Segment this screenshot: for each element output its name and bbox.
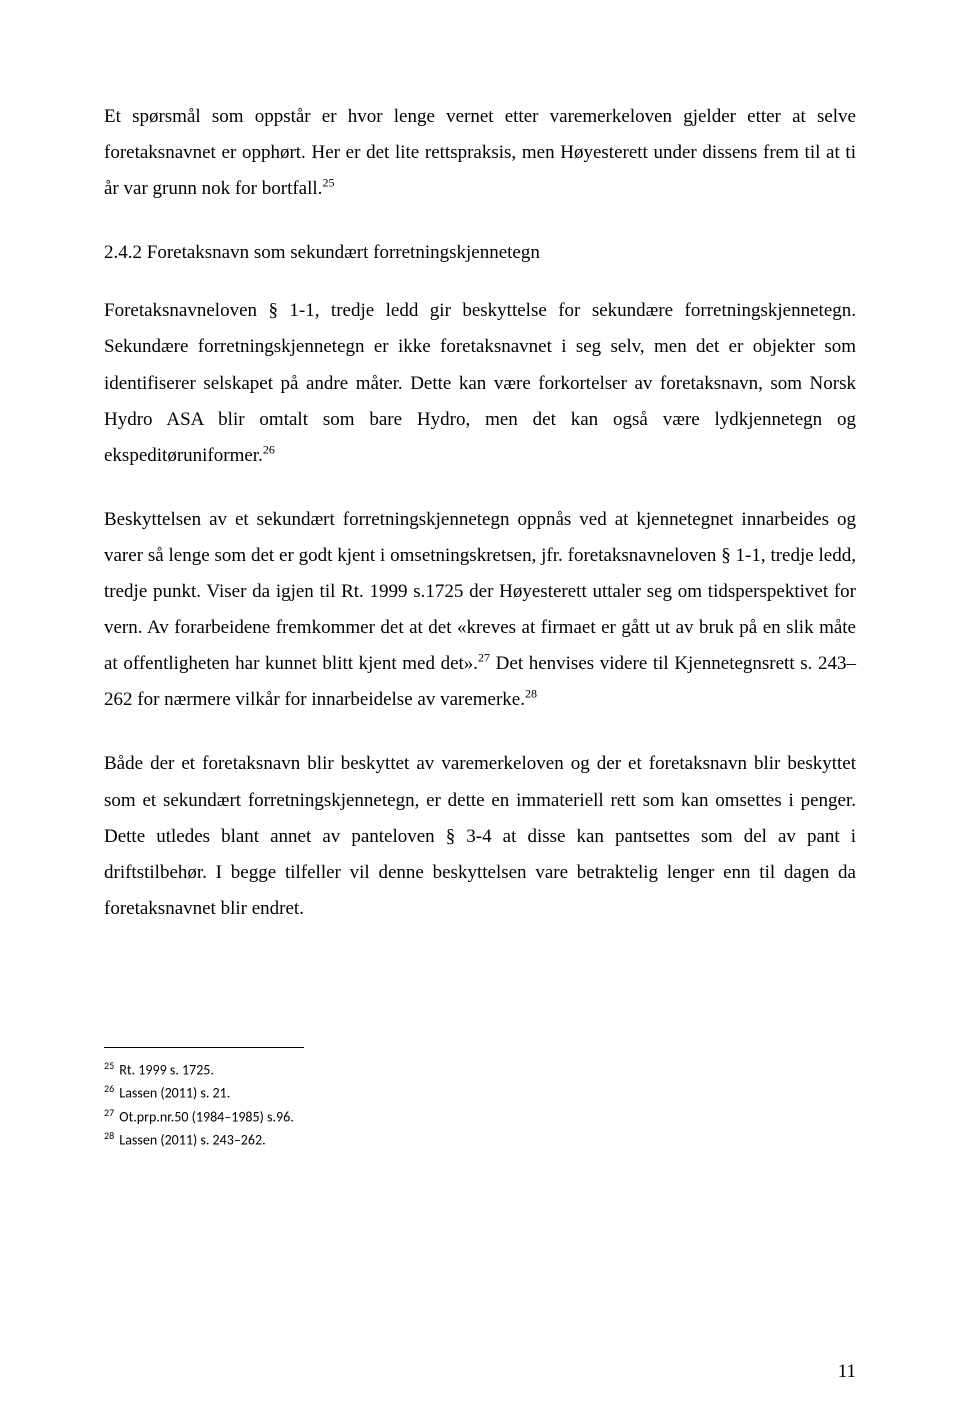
footnote-27: 27 Ot.prp.nr.50 (1984–1985) s.96. <box>104 1105 856 1128</box>
paragraph-2-text: Foretaksnavneloven § 1-1, tredje ledd gi… <box>104 300 856 465</box>
footnote-ref-25: 25 <box>322 176 334 190</box>
paragraph-1-text: Et spørsmål som oppstår er hvor lenge ve… <box>104 106 856 199</box>
footnote-25-num: 25 <box>104 1059 114 1072</box>
footnote-ref-27: 27 <box>478 651 490 665</box>
footnote-26-num: 26 <box>104 1082 114 1095</box>
footnote-25: 25 Rt. 1999 s. 1725. <box>104 1058 856 1081</box>
footnote-28-num: 28 <box>104 1129 114 1142</box>
paragraph-4: Både der et foretaksnavn blir beskyttet … <box>104 746 856 926</box>
paragraph-3-text-1: Beskyttelsen av et sekundært forretnings… <box>104 509 856 674</box>
footnote-separator <box>104 1047 304 1048</box>
document-page: Et spørsmål som oppstår er hvor lenge ve… <box>0 0 960 1423</box>
footnote-27-num: 27 <box>104 1106 114 1119</box>
footnote-ref-26: 26 <box>263 442 275 456</box>
footnote-28-text: Lassen (2011) s. 243–262. <box>116 1132 266 1149</box>
footnote-26-text: Lassen (2011) s. 21. <box>116 1085 230 1102</box>
section-heading: 2.4.2 Foretaksnavn som sekundært forretn… <box>104 235 856 271</box>
footnote-28: 28 Lassen (2011) s. 243–262. <box>104 1128 856 1151</box>
footnote-27-text: Ot.prp.nr.50 (1984–1985) s.96. <box>116 1108 294 1125</box>
paragraph-1: Et spørsmål som oppstår er hvor lenge ve… <box>104 99 856 207</box>
footnote-26: 26 Lassen (2011) s. 21. <box>104 1081 856 1104</box>
page-number: 11 <box>838 1361 856 1383</box>
footnote-25-text: Rt. 1999 s. 1725. <box>116 1062 214 1079</box>
footnote-ref-28: 28 <box>525 687 537 701</box>
paragraph-2: Foretaksnavneloven § 1-1, tredje ledd gi… <box>104 293 856 473</box>
footnotes-block: 25 Rt. 1999 s. 1725. 26 Lassen (2011) s.… <box>104 1058 856 1151</box>
paragraph-3: Beskyttelsen av et sekundært forretnings… <box>104 502 856 719</box>
